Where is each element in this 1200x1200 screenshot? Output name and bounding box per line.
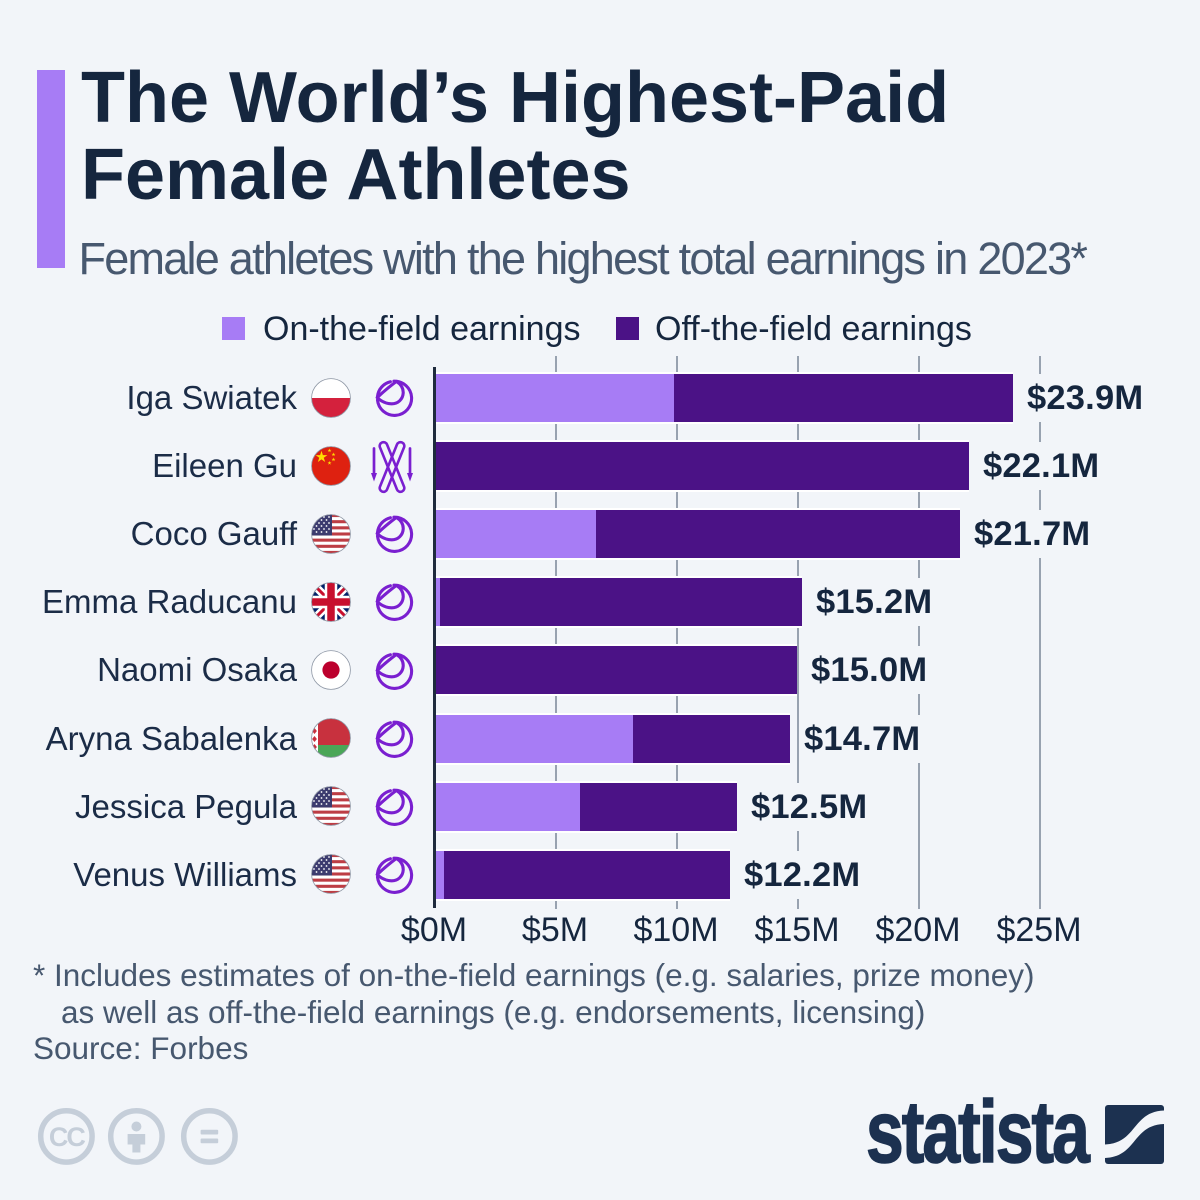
svg-text:CC: CC [49, 1122, 85, 1152]
